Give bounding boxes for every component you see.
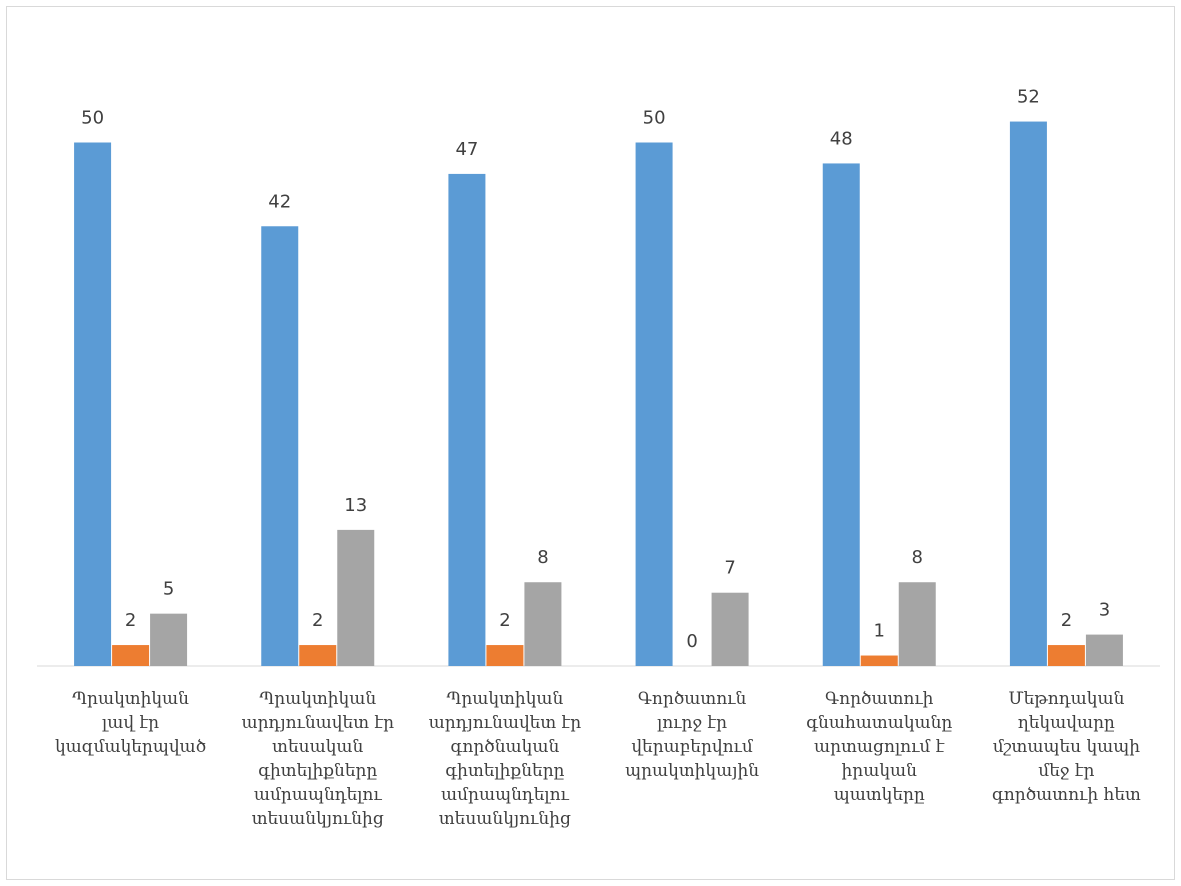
data-label-series1-cat4: 50 (643, 108, 666, 129)
data-label-series1-cat1: 50 (81, 108, 104, 129)
category-label-5: Գործատուի գնահատականը արտացոլում է իրակա… (806, 689, 953, 805)
bar-series2-cat6 (1047, 645, 1085, 666)
data-label-series1-cat3: 47 (455, 139, 478, 160)
data-label-series3-cat6: 3 (1099, 600, 1110, 621)
bar-series1-cat2 (261, 226, 299, 666)
bar-series2-cat5 (860, 655, 898, 666)
category-label-2: Պրակտիկան արդյունավետ էր տեսական գիտելիք… (241, 689, 395, 829)
bar-chart: 50 2 5 42 2 13 47 2 8 50 0 7 48 1 8 52 2 3 (37, 87, 1160, 667)
bar-series3-cat2 (337, 529, 375, 666)
data-label-series2-cat2: 2 (312, 610, 323, 631)
data-label-series3-cat1: 5 (163, 579, 174, 600)
data-label-series3-cat2: 13 (344, 495, 367, 516)
bar-series3-cat1 (150, 613, 188, 666)
data-label-series3-cat3: 8 (537, 547, 548, 568)
category-label-1: Պրակտիկան լավ էր կազմակերպված (55, 689, 207, 757)
data-label-series1-cat6: 52 (1017, 87, 1040, 108)
bar-series2-cat3 (486, 645, 524, 666)
bar-series1-cat6 (1009, 121, 1047, 666)
data-label-series2-cat6: 2 (1061, 610, 1072, 631)
chart-frame: 50 2 5 42 2 13 47 2 8 50 0 7 48 1 8 52 2 3 Պրակտիկան լավ … (6, 6, 1175, 880)
data-label-series2-cat1: 2 (125, 610, 136, 631)
bar-series3-cat3 (524, 582, 562, 666)
category-label-4: Գործատուն լուրջ էր վերաբերվում պրակտիկայ… (625, 689, 760, 781)
bar-series3-cat5 (898, 582, 936, 666)
bar-series1-cat4 (635, 142, 673, 666)
data-label-series2-cat4: 0 (686, 631, 697, 652)
data-label-series3-cat4: 7 (724, 558, 735, 579)
data-label-series1-cat5: 48 (830, 128, 853, 149)
category-label-3: Պրակտիկան արդյունավետ էր գործնական գիտել… (428, 689, 582, 829)
bar-series1-cat5 (822, 163, 860, 666)
data-label-series1-cat2: 42 (268, 191, 291, 212)
bar-series2-cat1 (112, 645, 150, 666)
bar-series3-cat6 (1085, 634, 1123, 666)
bar-series2-cat2 (299, 645, 337, 666)
data-label-series3-cat5: 8 (912, 547, 923, 568)
data-label-series2-cat5: 1 (874, 621, 885, 642)
bar-series3-cat4 (711, 592, 749, 666)
bar-series1-cat1 (74, 142, 112, 666)
bar-series1-cat3 (448, 173, 486, 666)
category-label-6: Մեթոդական ղեկավարը մշտապես կապի մեջ էր գ… (991, 689, 1141, 805)
data-label-series2-cat3: 2 (499, 610, 510, 631)
